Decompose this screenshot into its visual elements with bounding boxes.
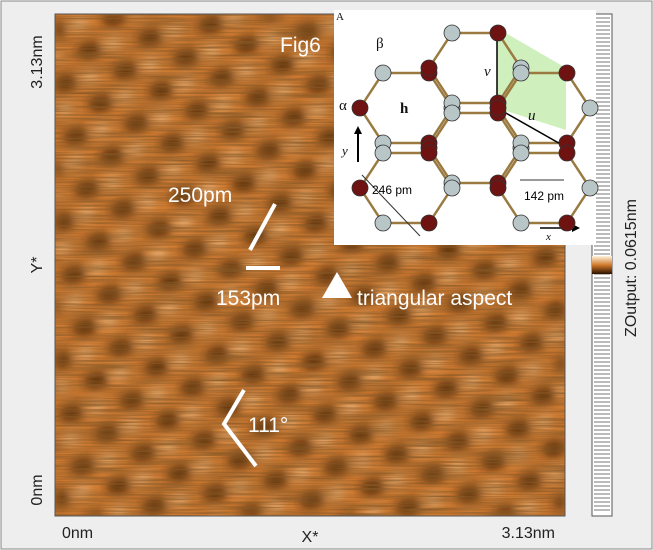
- atom: [420, 59, 438, 77]
- atom: [581, 99, 599, 117]
- distance-1-bar: [248, 203, 277, 251]
- atom: [558, 214, 576, 232]
- alpha-label: α: [339, 98, 347, 114]
- vector-u: [496, 107, 565, 147]
- spacing-line-1: [361, 174, 421, 237]
- colorbar: [591, 13, 613, 517]
- atom: [374, 144, 392, 162]
- angle-marker: [221, 388, 258, 468]
- y-title: Y*: [29, 257, 46, 274]
- atom: [443, 104, 461, 122]
- atom: [581, 179, 599, 197]
- spacing-1: 246 pm: [372, 183, 412, 197]
- atom: [420, 214, 438, 232]
- atom: [558, 64, 576, 82]
- x-title: X*: [302, 529, 319, 546]
- image-border: [54, 13, 566, 517]
- v-label: v: [484, 64, 491, 80]
- atom: [374, 214, 392, 232]
- u-label: u: [528, 108, 536, 124]
- inset-box: [334, 10, 596, 245]
- panel-label: A: [336, 11, 344, 23]
- y-arrowhead: [354, 126, 362, 134]
- angle-label: 111°: [248, 414, 288, 437]
- atom: [374, 64, 392, 82]
- colorbar-gradient: [592, 256, 612, 274]
- atom: [443, 179, 461, 197]
- hexagon-label: h: [400, 101, 409, 117]
- atom: [351, 179, 369, 197]
- atom: [512, 64, 530, 82]
- beta-label: β: [376, 36, 384, 52]
- atom: [489, 24, 507, 42]
- axis-y-label: y: [340, 143, 348, 158]
- axis-x-label: x: [545, 231, 551, 243]
- atom: [558, 144, 576, 162]
- x-min-label: 0nm: [62, 525, 93, 542]
- colorbar-stripes: [594, 17, 610, 511]
- figure-label: Fig6: [280, 34, 321, 57]
- atom: [489, 179, 507, 197]
- distance-2: 153pm: [216, 287, 280, 310]
- atom: [420, 144, 438, 162]
- distance-1: 250pm: [168, 184, 232, 207]
- y-min-label: 0nm: [29, 474, 46, 505]
- atom: [351, 99, 369, 117]
- aspect-label: triangular aspect: [357, 287, 512, 310]
- triangle-marker: [322, 272, 352, 298]
- atom: [512, 144, 530, 162]
- atom: [443, 24, 461, 42]
- y-max-label: 3.13nm: [29, 35, 46, 88]
- spacing-2: 142 pm: [524, 189, 564, 203]
- inset: A β α h v u y x 246 pm 142 pm: [334, 10, 599, 245]
- colorbar-label: ZOutput: 0.0615nm: [623, 199, 640, 337]
- unit-cell: [497, 28, 566, 130]
- x-max-label: 3.13nm: [502, 525, 555, 542]
- atom: [512, 214, 530, 232]
- atom: [489, 99, 507, 117]
